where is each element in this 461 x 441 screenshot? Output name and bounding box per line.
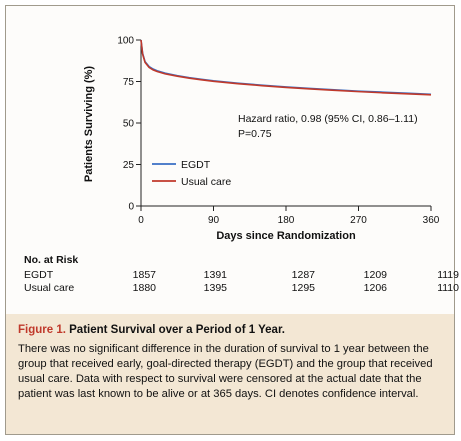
figure-title: Patient Survival over a Period of 1 Year… [69, 324, 285, 336]
risk-cell: 1206 [363, 282, 387, 294]
risk-table-title: No. at Risk [24, 254, 79, 266]
x-tick-label: 180 [278, 215, 295, 226]
risk-cell: 1295 [291, 282, 315, 294]
legend-egdt-label: EGDT [181, 159, 211, 171]
risk-row-label: Usual care [24, 282, 75, 294]
risk-cell: 1391 [203, 269, 227, 281]
risk-cell: 1209 [363, 269, 387, 281]
caption-title: Figure 1. Patient Survival over a Period… [18, 324, 285, 336]
caption-body: There was no significant difference in t… [18, 343, 433, 400]
series-usual-care-line [140, 39, 432, 96]
y-tick-label: 0 [128, 202, 134, 213]
y-tick-label: 100 [117, 36, 134, 47]
risk-cell: 1857 [132, 269, 156, 281]
series-egdt-line [140, 39, 432, 96]
legend-usual-care-label: Usual care [181, 176, 231, 188]
risk-cell: 1110 [437, 282, 459, 294]
x-tick-label: 0 [138, 215, 144, 226]
risk-row-label: EGDT [24, 269, 54, 281]
x-tick-label: 270 [350, 215, 367, 226]
y-tick-label: 50 [123, 119, 135, 130]
figure-caption: Figure 1. Patient Survival over a Period… [6, 314, 454, 434]
risk-cell: 1880 [132, 282, 156, 294]
hazard-ratio-annotation: Hazard ratio, 0.98 (95% CI, 0.86–1.11) [238, 113, 418, 125]
x-axis-title: Days since Randomization [216, 230, 356, 242]
risk-cell: 1395 [203, 282, 227, 294]
risk-cell: 1287 [291, 269, 315, 281]
p-value-annotation: P=0.75 [238, 128, 272, 140]
x-tick-label: 90 [208, 215, 220, 226]
x-tick-label: 360 [423, 215, 440, 226]
chart-axes: 0 25 50 75 100 0 90 180 270 360 [117, 36, 439, 227]
chart-panel: 0 25 50 75 100 0 90 180 270 360 Hazard ratio, 0.9… [6, 6, 459, 314]
survival-chart: 0 25 50 75 100 0 90 180 270 360 Hazard ratio, 0.9… [83, 36, 440, 243]
y-axis-title: Patients Surviving (%) [83, 66, 95, 182]
figure-label: Figure 1. [18, 324, 66, 336]
y-tick-label: 25 [123, 160, 135, 171]
risk-row-egdt: EGDT 1857 1391 1287 1209 1119 [24, 269, 459, 282]
risk-cell: 1119 [437, 269, 459, 281]
chart-legend: EGDT Usual care [152, 159, 231, 188]
figure-frame: 0 25 50 75 100 0 90 180 270 360 Hazard ratio, 0.9… [5, 5, 459, 435]
y-tick-label: 75 [123, 77, 135, 88]
chart-lines [140, 39, 432, 96]
risk-row-usual-care: Usual care 1880 1395 1295 1206 1110 [24, 282, 459, 295]
